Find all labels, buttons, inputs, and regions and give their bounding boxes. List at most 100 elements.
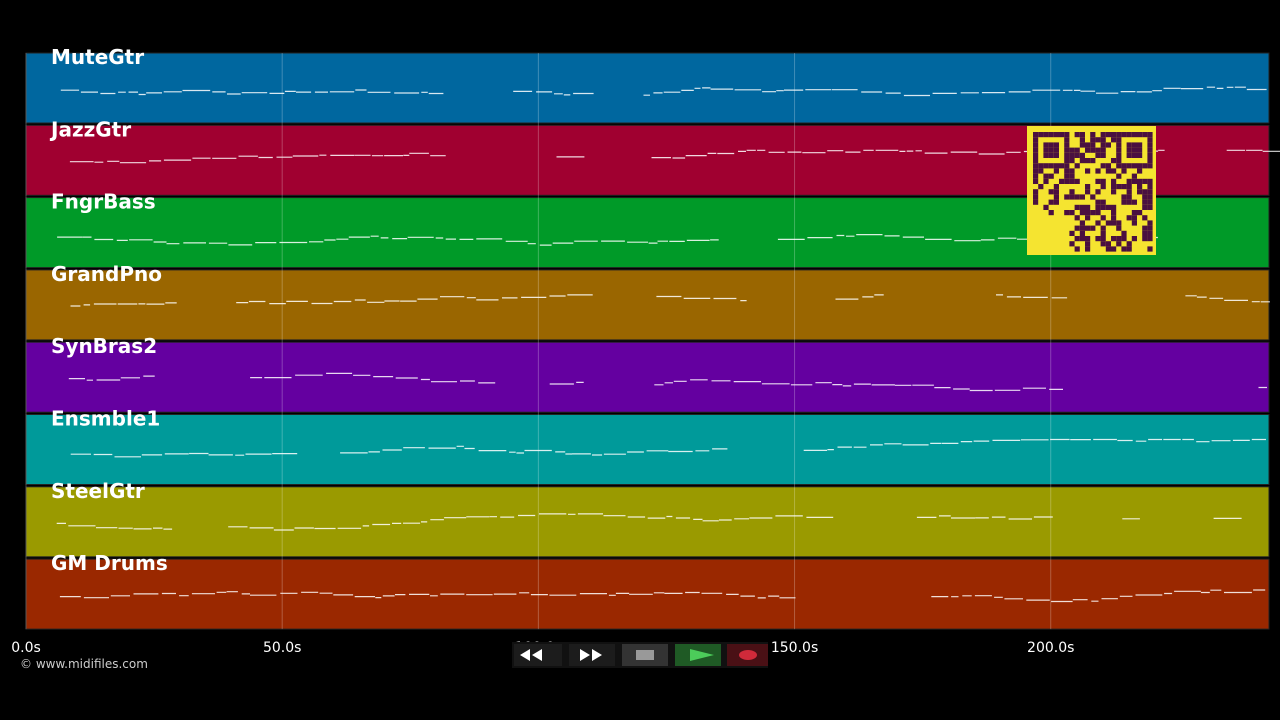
stop-icon [636,650,654,660]
qr-cell [1064,137,1070,143]
qr-cell [1100,230,1106,236]
qr-cell [1043,147,1049,153]
track-lane [25,341,1270,413]
qr-cell [1043,178,1049,184]
qr-cell [1147,147,1153,153]
qr-cell [1085,204,1091,210]
qr-cell [1142,178,1148,184]
qr-cell [1038,184,1044,190]
qr-cell [1147,142,1153,148]
qr-cell [1074,132,1080,138]
qr-cell [1069,168,1075,174]
qr-cell [1147,184,1153,190]
qr-cell [1048,142,1054,148]
track-name: Ensmble1 [51,407,160,431]
qr-cell [1126,246,1132,252]
qr-cell [1121,184,1127,190]
qr-cell [1064,163,1070,169]
qr-cell [1033,194,1039,200]
qr-cell [1100,142,1106,148]
qr-cell [1142,225,1148,231]
rewind-icon [520,649,542,661]
stop-button[interactable] [622,644,668,666]
qr-cell [1074,194,1080,200]
qr-cell [1095,137,1101,143]
qr-cell [1137,168,1143,174]
qr-cell [1111,236,1117,242]
qr-cell [1064,132,1070,138]
track-lane [25,486,1270,558]
qr-cell [1126,194,1132,200]
record-button[interactable] [727,644,768,666]
qr-cell [1033,168,1039,174]
qr-cell [1147,158,1153,164]
qr-cell [1131,210,1137,216]
qr-cell [1033,142,1039,148]
qr-cell [1105,168,1111,174]
qr-cell [1105,220,1111,226]
qr-cell [1142,163,1148,169]
qr-cell [1090,137,1096,143]
qr-cell [1053,189,1059,195]
qr-cell [1038,168,1044,174]
qr-cell [1095,147,1101,153]
qr-cell [1147,152,1153,158]
qr-cell [1116,225,1122,231]
qr-cell [1074,204,1080,210]
qr-cell [1069,147,1075,153]
qr-cell [1147,194,1153,200]
qr-cell [1126,241,1132,247]
qr-cell [1074,225,1080,231]
qr-cell [1111,137,1117,143]
forward-button[interactable] [569,644,615,666]
qr-cell [1100,178,1106,184]
qr-cell [1131,236,1137,242]
qr-cell [1100,147,1106,153]
qr-cell [1121,168,1127,174]
qr-cell [1043,152,1049,158]
rewind-button[interactable] [514,644,562,666]
play-button[interactable] [675,644,721,666]
qr-cell [1085,210,1091,216]
time-tick-label: 150.0s [771,640,818,656]
qr-cell [1095,168,1101,174]
qr-cell [1137,178,1143,184]
qr-cell [1111,168,1117,174]
qr-cell [1142,204,1148,210]
track-name: SteelGtr [51,479,145,503]
qr-cell [1085,241,1091,247]
qr-cell [1033,173,1039,179]
qr-cell [1121,230,1127,236]
forward-icon [580,649,602,661]
qr-cell [1105,204,1111,210]
qr-cell [1100,236,1106,242]
track-name: FngrBass [51,190,156,214]
qr-cell [1048,163,1054,169]
qr-cell [1147,204,1153,210]
note-strokes [60,86,1267,97]
qr-cell [1131,173,1137,179]
qr-cell [1064,147,1070,153]
qr-cell [1033,163,1039,169]
qr-cell [1043,173,1049,179]
qr-cell [1131,142,1137,148]
qr-cell [1126,184,1132,190]
qr-cell [1090,147,1096,153]
note-strokes [70,294,1270,307]
qr-cell [1085,147,1091,153]
qr-cell [1069,230,1075,236]
qr-cell [1095,178,1101,184]
qr-cell [1116,220,1122,226]
qr-cell [1048,210,1054,216]
qr-cell [1079,220,1085,226]
qr-cell [1074,147,1080,153]
qr-cell [1090,142,1096,148]
qr-cell [1048,147,1054,153]
track-lane [25,414,1270,485]
qr-cell [1100,215,1106,221]
qr-cell [1095,220,1101,226]
qr-cell [1147,225,1153,231]
qr-cell [1053,147,1059,153]
qr-cell [1033,178,1039,184]
